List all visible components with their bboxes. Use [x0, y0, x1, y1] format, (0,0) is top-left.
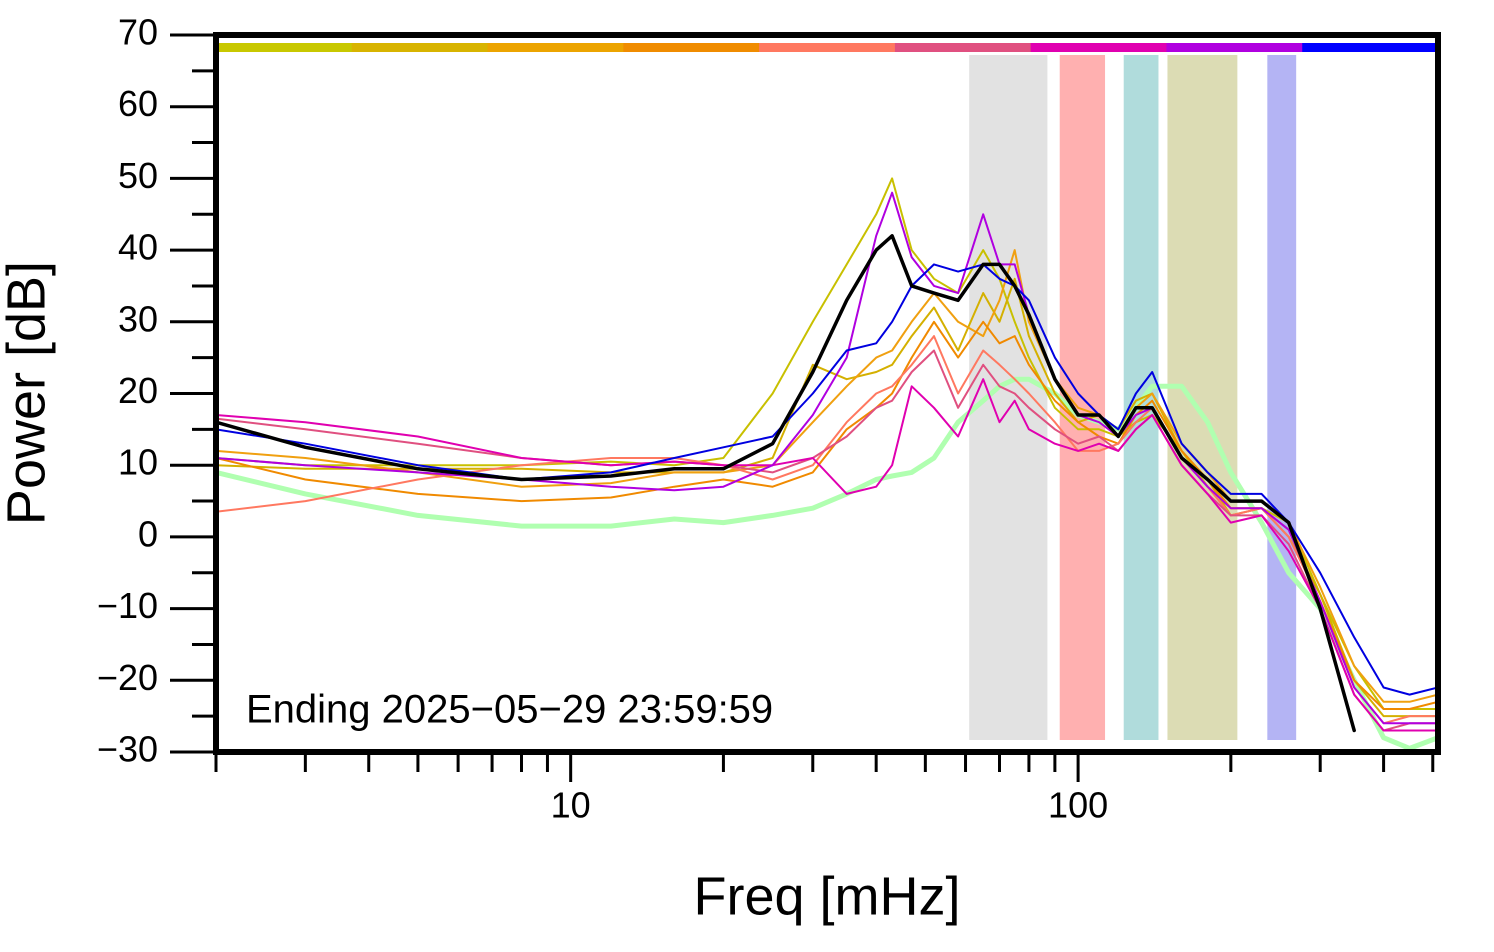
series-line: [216, 234, 1356, 733]
plot-frame: [213, 32, 1441, 755]
series-line: [216, 335, 1438, 725]
band: [1167, 55, 1238, 740]
top-bar-segment: [1302, 43, 1439, 52]
y-tick-label: 60: [118, 83, 158, 124]
x-tick-label: 10: [551, 785, 591, 826]
series-line: [216, 177, 1438, 710]
top-bar-segment: [894, 43, 1032, 52]
y-tick-label: −30: [97, 729, 158, 770]
top-bar-segment: [623, 43, 760, 52]
band: [1267, 55, 1297, 740]
top-bar-segment: [1166, 43, 1303, 52]
x-tick-label: 100: [1048, 785, 1108, 826]
y-tick-label: 20: [118, 370, 158, 411]
series-line: [216, 378, 1438, 732]
y-tick-label: 30: [118, 298, 158, 339]
y-tick-label: 40: [118, 227, 158, 268]
y-tick-label: 0: [138, 513, 158, 554]
series-line: [216, 263, 1438, 696]
top-bar-segment: [759, 43, 896, 52]
top-bar-segment: [487, 43, 624, 52]
y-tick-label: 50: [118, 155, 158, 196]
y-axis-label: Power [dB]: [0, 261, 56, 525]
y-tick-label: 10: [118, 442, 158, 483]
band: [969, 55, 1048, 740]
top-bar: [216, 43, 1439, 52]
y-tick-label: 70: [118, 12, 158, 53]
x-axis-label: Freq [mHz]: [693, 866, 960, 926]
series-line: [216, 191, 1438, 725]
axes: −30 −20 −10 0 10 20 30 40 50 60 70 10 100: [97, 12, 1435, 826]
top-bar-segment: [351, 43, 489, 52]
lines: [216, 177, 1438, 751]
top-bar-segment: [1030, 43, 1167, 52]
y-tick-label: −20: [97, 657, 158, 698]
y-tick-label: −10: [97, 585, 158, 626]
series-line: [216, 249, 1438, 703]
top-bar-segment: [216, 43, 353, 52]
annotation: Ending 2025−05−29 23:59:59: [246, 688, 773, 732]
